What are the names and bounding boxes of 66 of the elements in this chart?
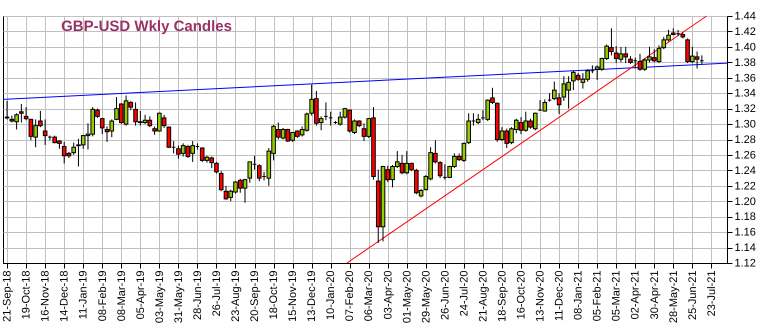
x-tick-label: 15-Nov-19 [287,270,300,322]
candlestick [71,142,76,156]
x-tick-label: 21-Aug-20 [477,270,490,322]
x-tick-label: 19-Oct-18 [20,270,33,320]
y-tick-label: 1.44 [734,10,756,22]
x-tick-label: 13-Nov-20 [534,270,547,322]
x-tick-label: 11-Jan-19 [78,270,90,320]
x-tick-label: 07-Feb-20 [344,270,356,322]
x-tick-label: 16-Nov-18 [40,270,52,322]
x-tick-label: 02-Apr-21 [630,270,642,320]
x-tick-label: 23-Aug-19 [230,270,242,322]
y-tick-label: 1.38 [734,56,756,69]
y-tick-label: 1.42 [734,26,756,38]
candlestick [542,98,548,112]
x-tick-label: 29-May-20 [420,270,432,324]
x-tick-label: 18-Oct-19 [268,270,280,320]
y-tick-label: 1.24 [734,164,756,177]
x-tick-label: 10-Jan-20 [325,270,338,320]
y-tick-label: 1.22 [734,180,756,192]
candlestick [166,126,172,148]
x-tick-label: 08-Jan-21 [572,270,585,320]
x-tick-label: 23-Jul-21 [706,270,718,316]
y-tick-label: 1.36 [734,72,756,84]
y-tick-label: 1.30 [734,118,756,131]
candlestick [466,112,471,145]
x-tick-label: 26-Jun-20 [439,270,452,320]
candlestick [42,118,48,146]
x-tick-label: 13-Dec-19 [306,270,318,322]
y-tick-label: 1.16 [734,226,756,239]
x-tick-label: 25-Jun-21 [686,270,699,320]
x-tick-label: 11-Dec-20 [554,270,566,322]
x-tick-label: 24-Jul-20 [458,270,470,316]
x-tick-label: 14-Dec-18 [58,270,71,322]
x-tick-label: 21-Sep-18 [2,270,14,322]
y-tick-label: 1.12 [734,258,756,270]
x-tick-label: 06-Mar-20 [363,270,376,322]
candlestick [19,103,24,124]
y-tick-label: 1.34 [734,88,756,100]
x-tick-label: 28-Jun-19 [192,270,204,320]
y-tick-label: 1.32 [734,103,756,116]
x-tick-label: 01-May-20 [401,270,414,324]
candlestick [256,164,262,182]
x-tick-label: 03-Apr-20 [382,270,394,320]
y-tick-label: 1.20 [734,196,756,208]
x-tick-label: 08-Mar-19 [116,270,128,322]
x-tick-label: 26-Jul-19 [210,270,223,316]
x-tick-label: 03-May-19 [154,270,166,324]
x-tick-label: 05-Mar-21 [610,270,623,322]
x-tick-label: 05-Apr-19 [134,270,147,320]
x-tick-label: 28-May-21 [668,270,680,324]
x-tick-label: 08-Feb-19 [96,270,109,322]
x-tick-label: 05-Feb-21 [592,270,604,322]
y-tick-label: 1.14 [734,242,756,254]
y-tick-label: 1.18 [734,211,756,224]
y-tick-label: 1.40 [734,41,756,54]
chart-title: GBP-USD Wkly Candles [61,18,232,35]
x-tick-label: 18-Sep-20 [496,270,508,322]
y-tick-label: 1.28 [734,134,756,146]
y-tick-label: 1.26 [734,149,756,162]
candlestick [24,106,28,121]
x-tick-label: 16-Oct-20 [516,270,528,320]
x-tick-label: 30-Apr-21 [648,270,661,320]
x-tick-label: 31-May-19 [172,270,185,324]
candlestick [476,114,480,125]
x-tick-label: 20-Sep-19 [249,270,262,322]
candlestick [247,161,252,184]
